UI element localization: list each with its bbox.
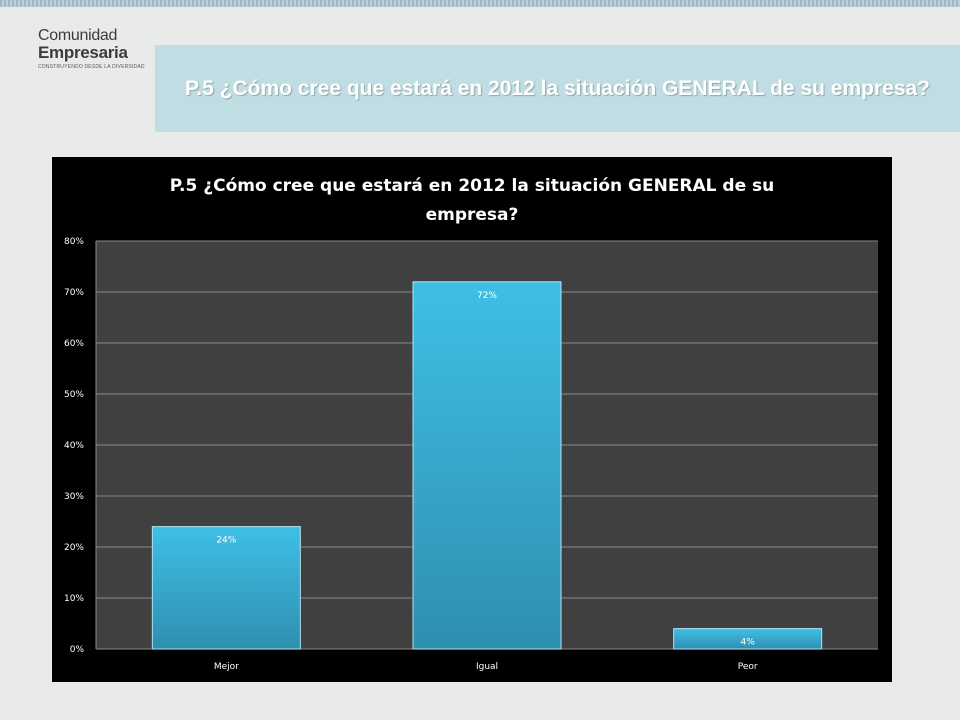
top-stripe — [0, 0, 960, 7]
chart-container: P.5 ¿Cómo cree que estará en 2012 la sit… — [52, 157, 892, 682]
bar-chart: P.5 ¿Cómo cree que estará en 2012 la sit… — [64, 176, 878, 672]
company-logo: Comunidad Empresaria CONSTRUYENDO DESDE … — [38, 27, 145, 71]
bar — [412, 281, 562, 650]
y-tick-label: 40% — [64, 441, 84, 451]
bar — [151, 526, 301, 650]
y-tick-label: 70% — [64, 288, 84, 298]
chart-title-line1: P.5 ¿Cómo cree que estará en 2012 la sit… — [170, 176, 775, 196]
x-tick-label: Mejor — [214, 662, 239, 672]
slide-title-box: P.5 ¿Cómo cree que estará en 2012 la sit… — [155, 45, 960, 132]
y-tick-label: 0% — [70, 645, 85, 655]
y-tick-label: 30% — [64, 492, 84, 502]
data-label: 24% — [216, 536, 236, 546]
slide-title: P.5 ¿Cómo cree que estará en 2012 la sit… — [184, 76, 931, 100]
y-tick-label: 80% — [64, 237, 84, 247]
logo-tagline: CONSTRUYENDO DESDE LA DIVERSIDAD — [38, 64, 145, 70]
y-tick-label: 50% — [64, 390, 84, 400]
bar — [673, 628, 823, 650]
x-tick-label: Igual — [476, 662, 498, 672]
logo-line1: Comunidad — [38, 27, 118, 44]
x-tick-label: Peor — [738, 662, 758, 672]
chart-title-line2: empresa? — [426, 205, 519, 225]
logo-line2: Empresaria — [38, 43, 128, 62]
y-tick-label: 60% — [64, 339, 84, 349]
data-label: 4% — [741, 638, 756, 648]
data-label: 72% — [477, 291, 497, 301]
y-tick-label: 20% — [64, 543, 84, 553]
y-tick-label: 10% — [64, 594, 84, 604]
